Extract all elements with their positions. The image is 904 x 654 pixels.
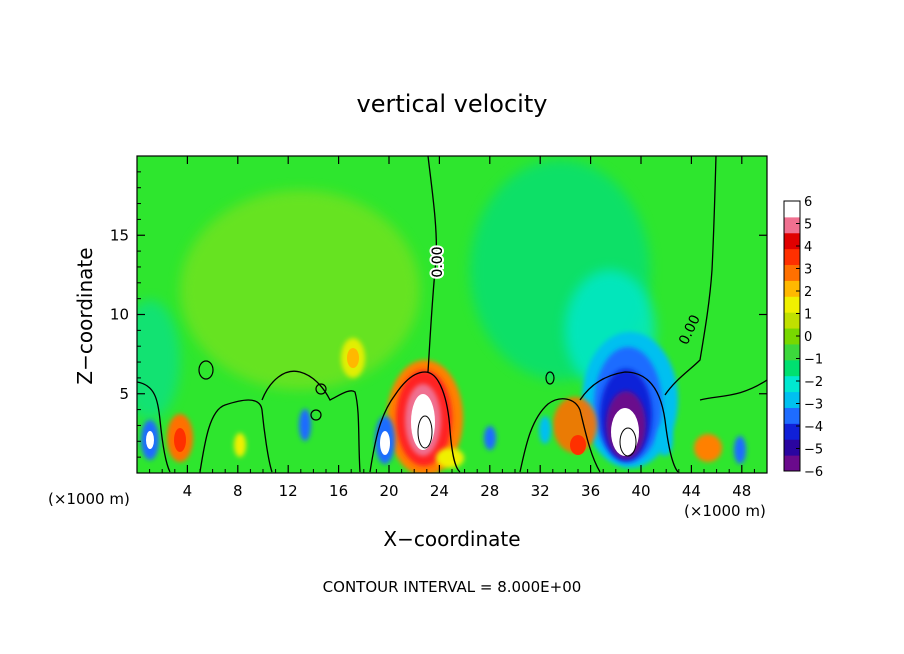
feature-warm-x26 <box>436 448 464 468</box>
feature-warm-x35 <box>553 397 597 453</box>
colorbar-label: 4 <box>804 240 812 255</box>
feature-cold-x20-core <box>380 431 390 455</box>
colorbar-swatch <box>784 455 800 472</box>
y-axis-ticks: 5 10 15 <box>110 171 767 458</box>
feature-cold-x1-core <box>146 431 154 449</box>
colorbar-swatch <box>784 359 800 377</box>
colorbar-swatch <box>784 328 800 345</box>
colorbar-swatch <box>784 264 800 281</box>
feature-warm-x9 <box>234 433 246 457</box>
feature-warm-x35-core <box>570 435 586 455</box>
contour-interval-text: CONTOUR INTERVAL = 8.000E+00 <box>323 578 582 596</box>
colorbar-label: 2 <box>804 285 812 300</box>
x-tick-label: 4 <box>183 482 193 500</box>
x-tick-label: 8 <box>233 482 243 500</box>
chart-title: vertical velocity <box>357 90 548 118</box>
feature-cold-x29 <box>484 426 496 450</box>
colorbar-swatch <box>784 232 800 250</box>
x-axis-ticks: 4 8 12 16 20 24 28 32 36 40 44 48 <box>149 156 755 500</box>
x-unit-left: (×1000 m) <box>48 490 130 508</box>
colorbar-label: −4 <box>804 420 823 435</box>
zero-contour-loop-b <box>315 383 327 395</box>
colorbar-label: −1 <box>804 353 823 368</box>
zero-contour-loop-d <box>545 371 555 385</box>
x-tick-label: 12 <box>279 482 298 500</box>
colorbar-label: −2 <box>804 375 823 390</box>
y-tick-label: 5 <box>119 385 129 403</box>
feature-cold-x13 <box>299 409 311 441</box>
colorbar-label: −6 <box>804 465 823 480</box>
colorbar-swatch <box>784 439 800 456</box>
colorbar: 6 5 4 3 2 1 0 −1 −2 −3 −4 −5 −6 <box>783 195 823 480</box>
x-tick-label: 32 <box>531 482 550 500</box>
colorbar-swatch <box>784 343 800 361</box>
colorbar-label: 5 <box>804 218 812 233</box>
zero-contour-loop-c <box>310 409 322 421</box>
y-tick-label: 15 <box>110 226 129 244</box>
x-unit-right: (×1000 m) <box>684 502 766 520</box>
colorbar-swatch <box>784 375 800 393</box>
colorbar-label: −5 <box>804 443 823 458</box>
x-tick-label: 48 <box>732 482 751 500</box>
feature-warm-x4-core <box>174 428 186 452</box>
zero-contour-loop-a <box>198 360 214 380</box>
colorbar-label: 6 <box>804 195 812 210</box>
x-axis-label: X−coordinate <box>383 527 520 551</box>
updraft-inner-contour <box>417 415 433 449</box>
x-tick-label: 16 <box>329 482 348 500</box>
field-left-cyanish <box>137 300 180 420</box>
feature-warm-x45 <box>694 434 722 462</box>
colorbar-swatch <box>784 296 800 313</box>
contour-label-center-text: 0.00 <box>430 246 446 277</box>
x-tick-label: 40 <box>631 482 650 500</box>
field-upper-left-yellowgreen <box>180 190 420 390</box>
y-axis-label: Z−coordinate <box>73 247 97 384</box>
colorbar-label: 1 <box>804 308 812 323</box>
feature-warm-x17-core <box>347 348 359 368</box>
colorbar-label: 0 <box>804 330 812 345</box>
colorbar-swatch <box>784 216 800 234</box>
downdraft-inner-contour <box>619 427 637 457</box>
zero-contour-main <box>137 156 767 473</box>
colorbar-swatch <box>784 407 800 424</box>
x-tick-label: 44 <box>682 482 701 500</box>
downdraft-core <box>611 408 639 456</box>
x-tick-label: 28 <box>480 482 499 500</box>
colorbar-swatch <box>784 391 800 408</box>
colorbar-label: −3 <box>804 398 823 413</box>
plot-area: 0.00 0.00 0.00 <box>137 156 767 473</box>
x-tick-label: 24 <box>430 482 449 500</box>
feature-cold-x33 <box>539 416 551 444</box>
feature-cold-x47 <box>734 436 746 464</box>
y-tick-label: 10 <box>110 306 129 324</box>
colorbar-swatch <box>784 248 800 266</box>
colorbar-swatch <box>784 423 800 440</box>
colorbar-swatch <box>784 312 800 329</box>
x-tick-label: 20 <box>379 482 398 500</box>
updraft-core <box>411 394 435 450</box>
contour-label-center: 0.00 <box>430 246 446 277</box>
colorbar-swatch <box>784 280 800 297</box>
x-tick-label: 36 <box>581 482 600 500</box>
colorbar-swatch <box>784 201 800 218</box>
colorbar-label: 3 <box>804 263 812 278</box>
